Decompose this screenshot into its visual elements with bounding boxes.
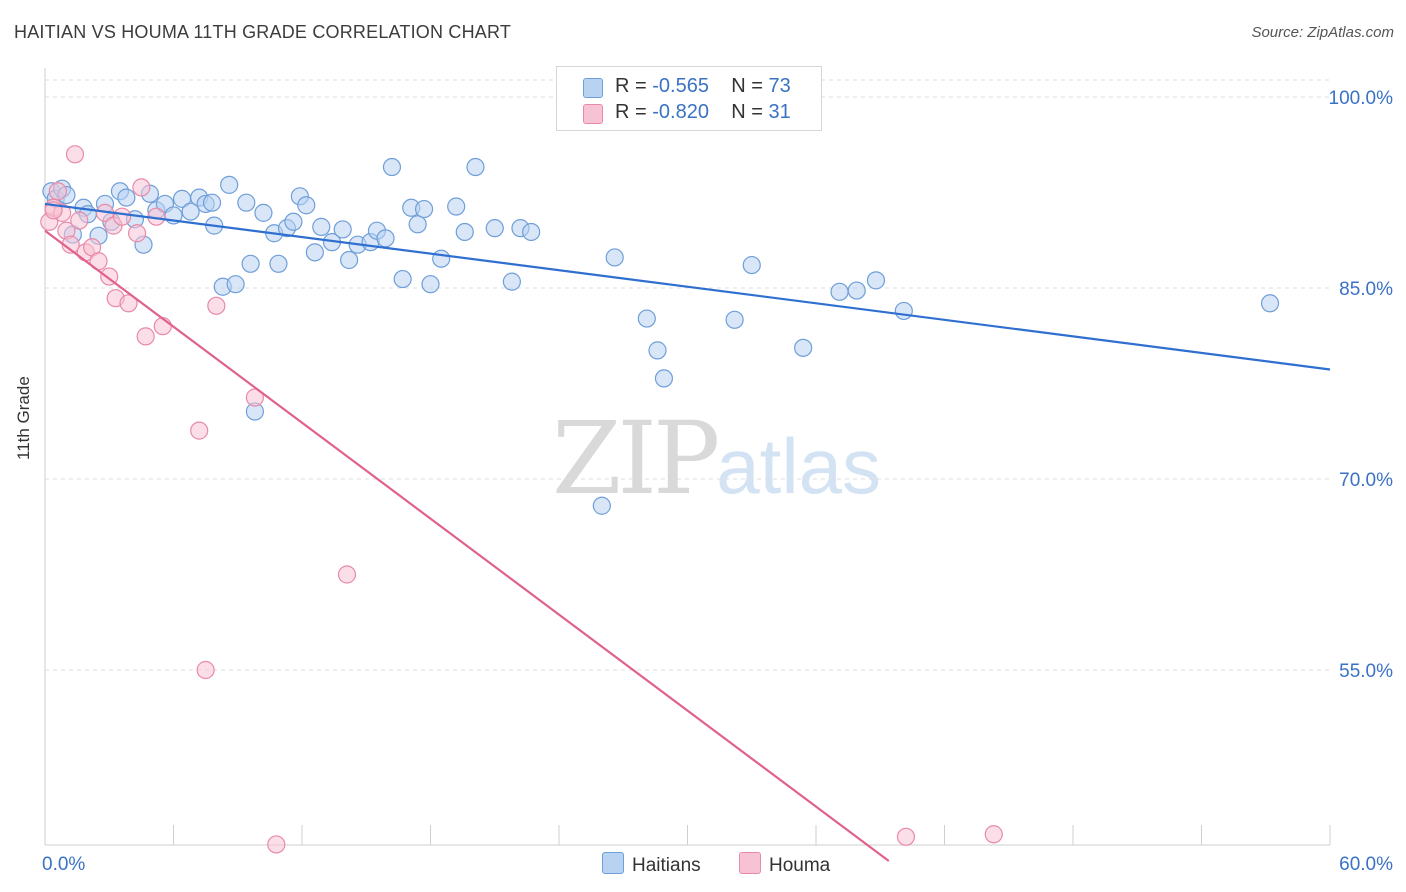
point-houma (112, 207, 132, 226)
chart-title: HAITIAN VS HOUMA 11TH GRADE CORRELATION … (14, 22, 512, 42)
point-haitians (648, 341, 667, 360)
legend-r-label: R = (615, 75, 653, 97)
point-haitians (605, 248, 624, 267)
point-houma (267, 835, 286, 854)
point-haitians (725, 310, 744, 329)
point-haitians (637, 309, 656, 328)
watermark: ZIPatlas (552, 400, 881, 517)
point-haitians (502, 272, 521, 291)
series-legend-houma[interactable]: Houma (739, 852, 830, 877)
point-haitians (466, 157, 485, 177)
y-tick-label: 85.0% (1339, 279, 1393, 300)
watermark-atlas: atlas (716, 422, 882, 510)
point-haitians (592, 496, 611, 515)
point-haitians (333, 220, 352, 239)
point-houma (207, 296, 226, 315)
point-haitians (202, 193, 222, 212)
point-haitians (432, 249, 451, 268)
point-haitians (269, 254, 288, 273)
point-houma (153, 317, 172, 336)
legend-n-value-houma: 31 (768, 101, 791, 123)
point-haitians (382, 157, 402, 177)
point-houma (337, 565, 357, 584)
y-tick-label: 55.0% (1339, 661, 1393, 682)
point-haitians (455, 222, 474, 242)
point-haitians (312, 217, 331, 236)
x-tick-label-max: 60.0% (1339, 854, 1393, 875)
point-houma (196, 660, 215, 680)
point-haitians (220, 175, 239, 194)
point-haitians (408, 215, 427, 234)
series-legend-swatch-houma (739, 852, 761, 874)
point-haitians (742, 255, 761, 275)
legend-n-value-haitians: 73 (768, 75, 791, 97)
point-haitians (226, 275, 245, 294)
point-haitians (414, 199, 434, 219)
legend-r-value-haitians: -0.565 (652, 75, 709, 97)
legend-swatch-houma (583, 104, 603, 124)
point-houma (896, 827, 916, 846)
point-haitians (847, 281, 866, 300)
point-haitians (522, 222, 541, 242)
point-haitians (284, 212, 303, 231)
watermark-zip: ZIP (552, 400, 720, 517)
point-haitians (866, 271, 886, 290)
point-haitians (447, 197, 466, 216)
point-houma (984, 825, 1003, 844)
trendline-haitians (44, 202, 1331, 371)
point-haitians (297, 196, 316, 215)
point-houma (190, 421, 209, 440)
point-haitians (117, 188, 136, 207)
point-haitians (181, 202, 200, 221)
point-haitians (241, 254, 260, 273)
series-legend-label-haitians: Haitians (632, 855, 701, 876)
point-houma (119, 294, 138, 313)
point-haitians (237, 193, 256, 212)
legend-n-label: N = (731, 101, 769, 123)
legend-n-label: N = (731, 75, 769, 97)
point-houma (245, 388, 264, 407)
point-haitians (376, 229, 395, 248)
correlation-legend: R = -0.565 N = 73 R = -0.820 N = 31 (556, 66, 822, 131)
point-haitians (830, 282, 849, 301)
point-haitians (794, 338, 813, 357)
point-houma (136, 327, 155, 346)
x-tick-label-min: 0.0% (42, 854, 85, 875)
legend-r-value-houma: -0.820 (652, 101, 709, 123)
point-haitians (421, 275, 440, 294)
point-houma (65, 145, 85, 164)
point-houma (127, 224, 147, 243)
y-tick-label: 100.0% (1329, 88, 1394, 109)
series-legend-label-houma: Houma (769, 855, 831, 876)
point-haitians (894, 301, 913, 321)
series-legend-swatch-haitians (602, 852, 624, 874)
trendline-houma (44, 229, 890, 862)
point-houma (132, 178, 151, 197)
y-tick-label: 70.0% (1339, 470, 1393, 491)
point-haitians (485, 219, 504, 238)
point-haitians (393, 269, 412, 289)
point-haitians (254, 203, 273, 222)
series-legend-haitians[interactable]: Haitians (602, 852, 701, 877)
legend-r-label: R = (615, 101, 653, 123)
point-haitians (654, 369, 674, 388)
point-houma (70, 211, 89, 230)
point-haitians (305, 243, 324, 262)
point-haitians (340, 250, 359, 270)
source-label: Source: ZipAtlas.com (1251, 24, 1394, 41)
legend-swatch-haitians (583, 78, 603, 98)
point-houma (48, 182, 67, 201)
point-haitians (1260, 294, 1280, 313)
